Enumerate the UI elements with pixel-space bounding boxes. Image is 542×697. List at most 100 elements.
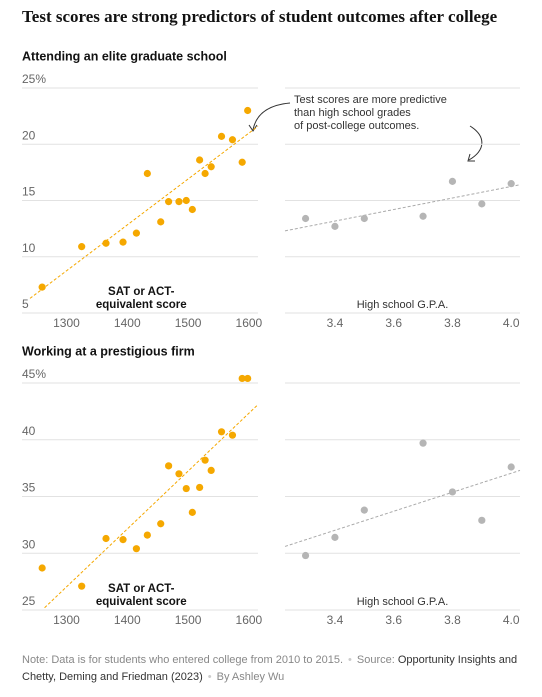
point [143, 169, 151, 178]
y-tick-label: 45% [22, 367, 46, 381]
trend-line [284, 184, 521, 232]
point [360, 506, 368, 514]
chart-title: Test scores are strong predictors of stu… [22, 7, 498, 26]
x-axis-label: SAT or ACT- [108, 583, 175, 595]
trend-line [29, 125, 259, 299]
point [119, 238, 127, 246]
point [507, 180, 515, 188]
x-axis-label: equivalent score [96, 596, 187, 608]
point [201, 456, 209, 464]
y-tick-label: 15 [22, 185, 36, 199]
note: Note: Data is for students who entered c… [22, 654, 344, 666]
y-tick-label: 25% [22, 72, 46, 86]
byline: By Ashley Wu [216, 671, 285, 683]
point [244, 374, 252, 383]
arrow-head [248, 124, 258, 132]
point [360, 214, 368, 223]
point [157, 520, 165, 528]
point [244, 106, 252, 115]
point [217, 132, 226, 140]
point [419, 212, 427, 220]
y-tick-label: 10 [22, 241, 36, 255]
point [196, 483, 204, 492]
point [478, 200, 486, 208]
x-axis-label: High school G.P.A. [357, 596, 449, 608]
point [207, 466, 215, 474]
point [38, 283, 46, 291]
point [331, 533, 339, 541]
x-tick-label: 4.0 [503, 316, 520, 330]
point [182, 196, 190, 205]
point [119, 536, 127, 544]
point [143, 531, 151, 539]
annotation: of post-college outcomes. [294, 120, 419, 132]
point [188, 205, 196, 214]
annotation: Test scores are more predictive [294, 94, 447, 106]
annotation-arrow [468, 125, 483, 161]
y-tick-label: 20 [22, 128, 36, 142]
point [228, 431, 237, 439]
x-tick-label: 1300 [53, 613, 80, 627]
x-tick-label: 1600 [236, 613, 263, 627]
y-tick-label: 30 [22, 537, 36, 551]
point [132, 545, 140, 553]
x-axis-label: High school G.P.A. [357, 299, 449, 311]
x-tick-label: 1400 [114, 316, 141, 330]
x-tick-label: 1400 [114, 613, 141, 627]
point [301, 551, 310, 560]
y-tick-label: 40 [22, 424, 36, 438]
point [182, 484, 190, 493]
point [448, 488, 457, 496]
point [165, 462, 173, 470]
chart: Test scores are strong predictors of stu… [22, 7, 521, 627]
point [478, 516, 486, 524]
x-tick-label: 1500 [175, 613, 202, 627]
point [157, 218, 165, 226]
x-tick-label: 3.8 [444, 613, 461, 627]
point [201, 169, 209, 178]
footer: Note: Data is for students who entered c… [22, 654, 518, 683]
point [228, 136, 237, 144]
point [301, 214, 310, 223]
point [238, 374, 246, 383]
point [78, 243, 86, 251]
point [175, 470, 183, 478]
y-tick-label: 25 [22, 594, 36, 608]
source-label: Source: [356, 654, 395, 666]
arrow-head [467, 153, 475, 162]
x-tick-label: 3.6 [385, 316, 402, 330]
x-tick-label: 4.0 [503, 613, 520, 627]
x-tick-label: 1600 [236, 316, 263, 330]
source: Opportunity Insights and Chetty, Deming … [22, 654, 518, 683]
point [38, 564, 46, 572]
y-tick-label: 5 [22, 297, 29, 311]
trend-line [284, 469, 521, 547]
x-tick-label: 1500 [175, 316, 202, 330]
annotation: than high school grades [294, 107, 411, 119]
x-axis-label: SAT or ACT- [108, 286, 175, 298]
x-tick-label: 3.4 [327, 316, 344, 330]
point [102, 239, 110, 247]
point [175, 198, 183, 206]
point [507, 463, 515, 471]
point [207, 163, 215, 171]
point [165, 198, 173, 206]
point [448, 177, 457, 185]
x-axis-label: equivalent score [96, 299, 187, 311]
point [196, 156, 204, 164]
x-tick-label: 3.4 [327, 613, 344, 627]
x-tick-label: 3.6 [385, 613, 402, 627]
point [217, 428, 226, 436]
panel-title: Working at a prestigious firm [22, 344, 195, 358]
point [331, 222, 339, 230]
point [132, 229, 140, 237]
point [419, 439, 427, 447]
trend-line [44, 404, 259, 609]
y-tick-label: 35 [22, 481, 36, 495]
point [78, 582, 86, 590]
point [238, 158, 246, 166]
panel-title: Attending an elite graduate school [22, 49, 227, 63]
point [102, 534, 110, 543]
x-tick-label: 1300 [53, 316, 80, 330]
